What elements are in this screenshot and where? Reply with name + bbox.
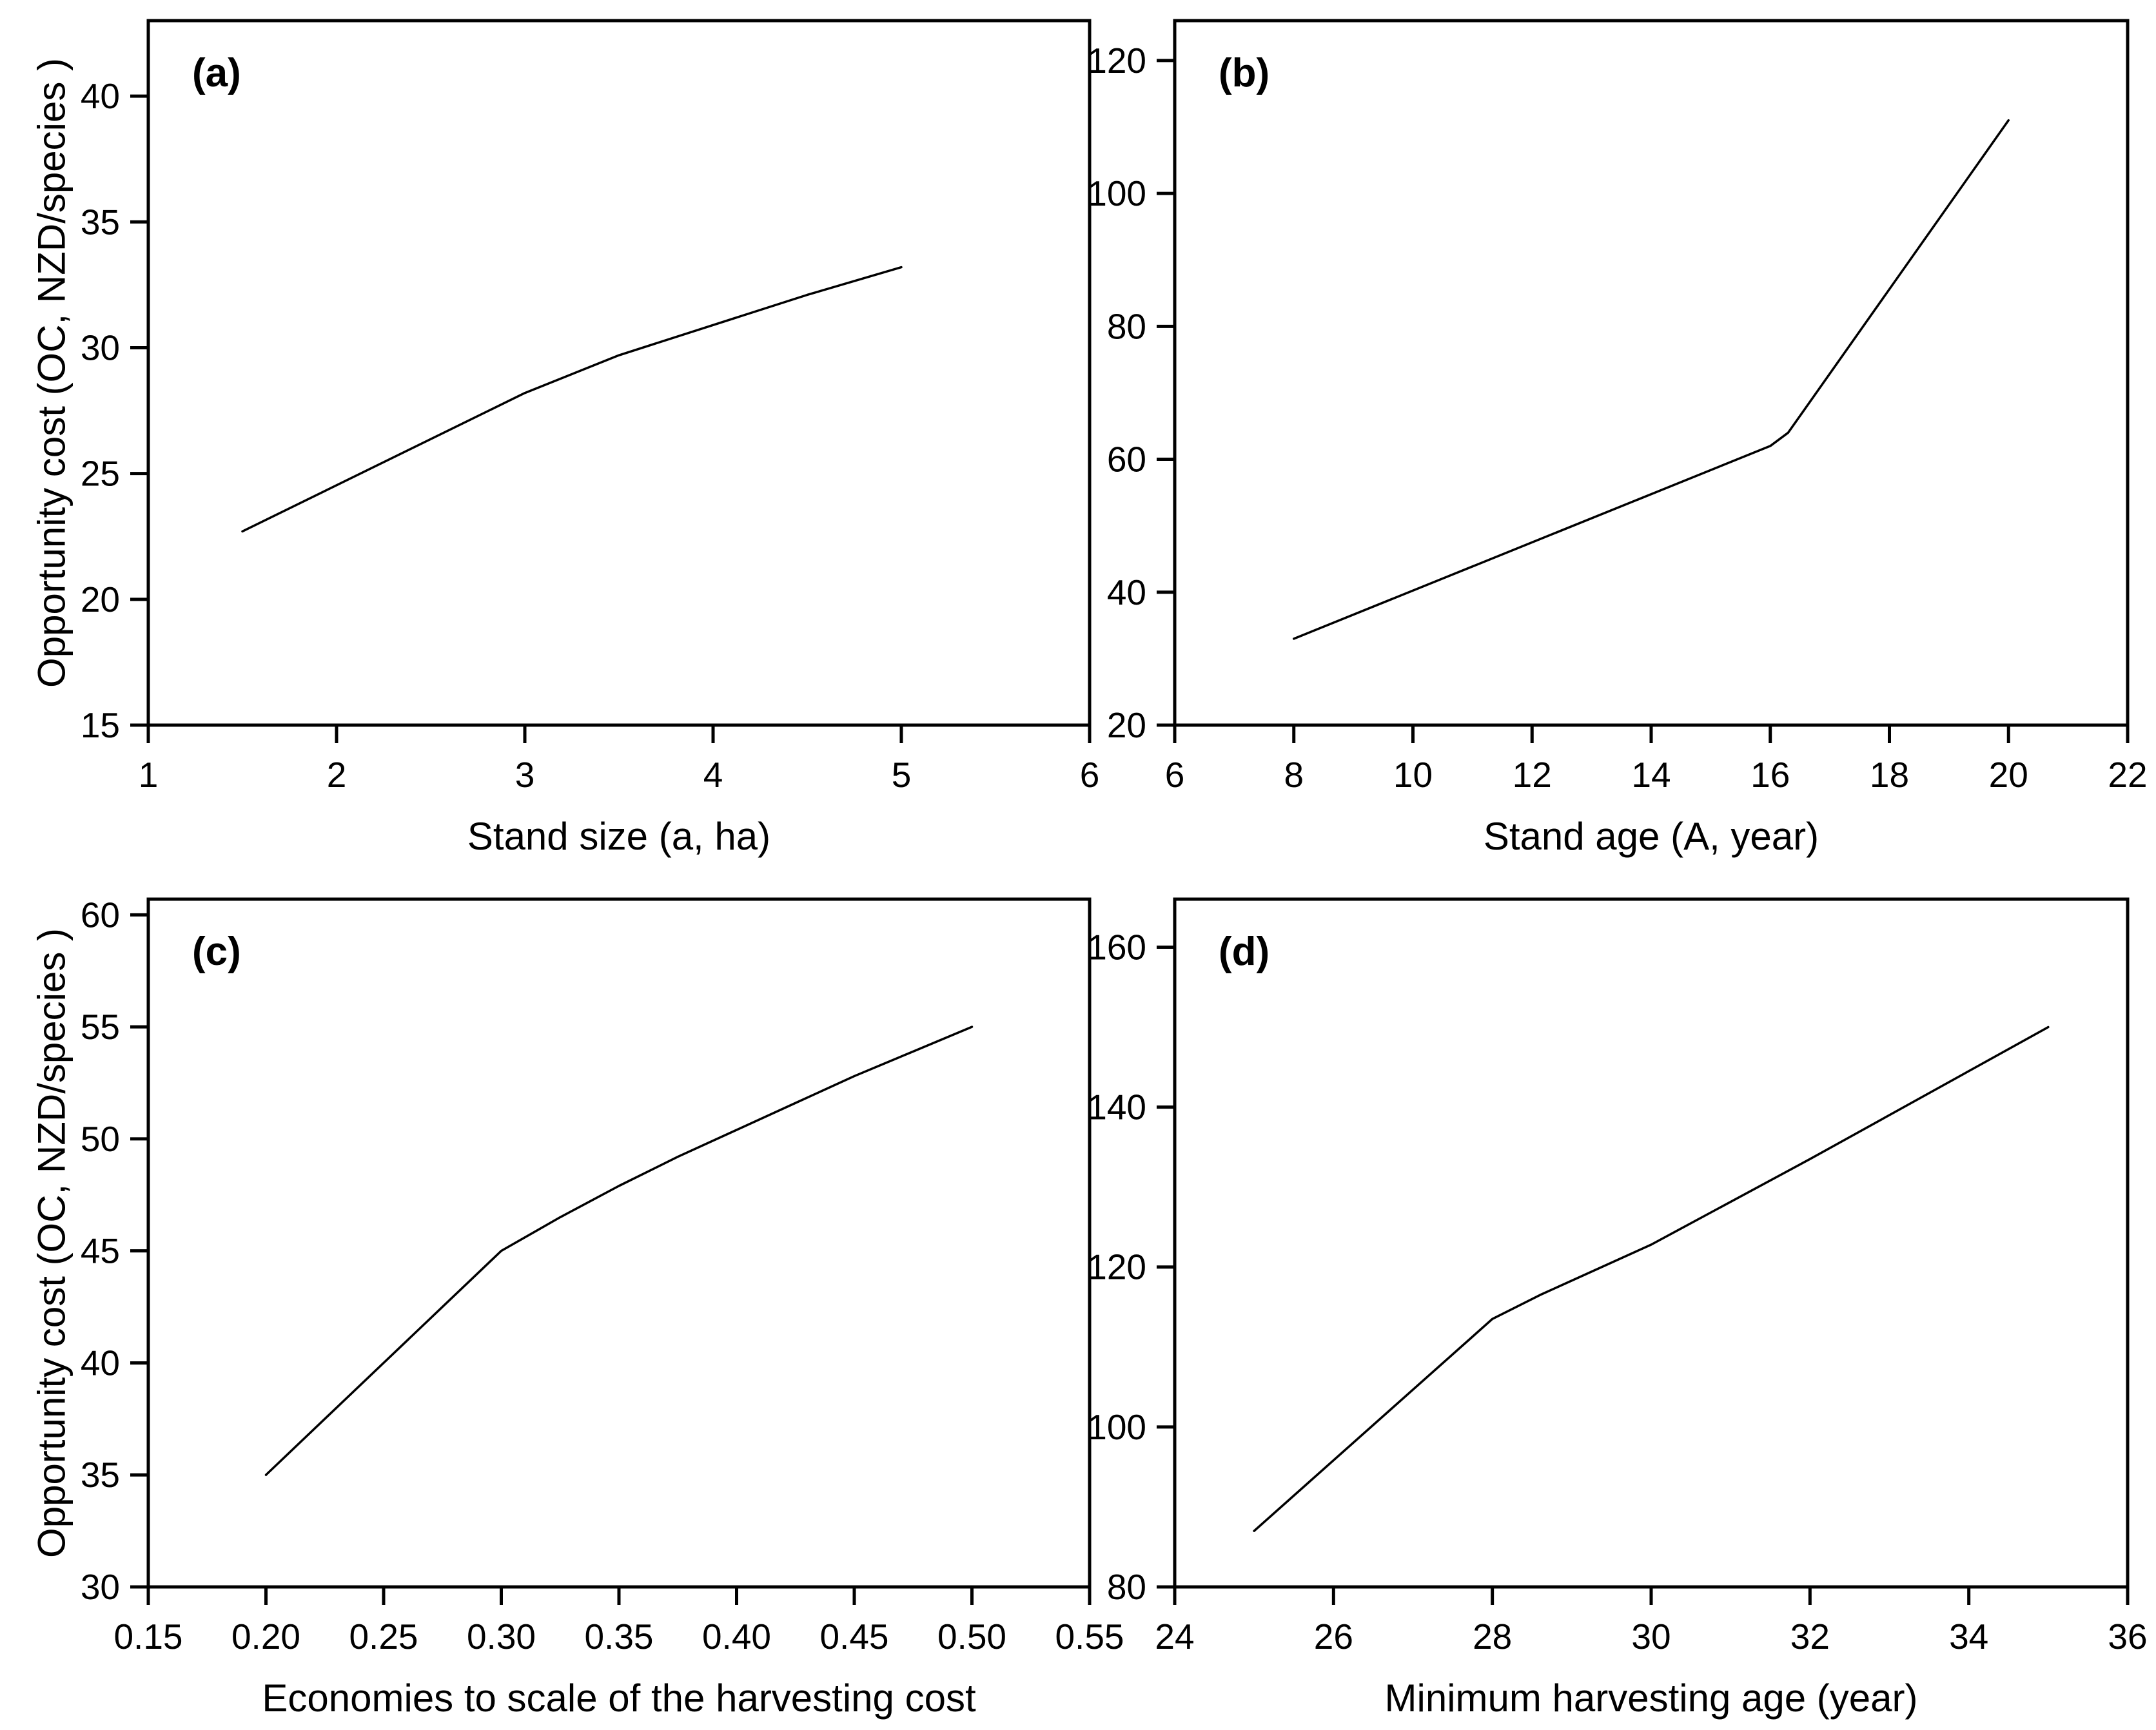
x-tick-label: 8 bbox=[1284, 755, 1304, 795]
panel-b: 6 8 10 12 14 16 18 20 22 20 40 60 80 100 120 Stand age … bbox=[1087, 19, 2148, 858]
x-tick-label: 26 bbox=[1314, 1617, 1353, 1657]
y-tick-label: 35 bbox=[81, 202, 120, 242]
panel-d: 24 26 28 30 32 34 36 80 100 120 140 160 Minimum harv… bbox=[1087, 897, 2148, 1720]
y-tick-label: 40 bbox=[81, 76, 120, 116]
panel-b-frame bbox=[1173, 19, 2130, 727]
x-tick-label: 24 bbox=[1155, 1617, 1194, 1657]
y-tick-label: 40 bbox=[81, 1343, 120, 1383]
data-line-opportunity_cost_vs_stand_age bbox=[1293, 119, 2010, 640]
x-tick-label: 32 bbox=[1790, 1617, 1830, 1657]
y-tick-label: 45 bbox=[81, 1231, 120, 1271]
x-tick-label: 30 bbox=[1631, 1617, 1671, 1657]
y-tick-label: 120 bbox=[1087, 41, 1146, 81]
x-axis-title: Economies to scale of the harvesting cos… bbox=[262, 1677, 976, 1720]
panel-label-b: (b) bbox=[1219, 51, 1269, 95]
y-tick-label: 50 bbox=[81, 1119, 120, 1159]
y-tick-label: 20 bbox=[81, 579, 120, 619]
panel-d-frame bbox=[1173, 897, 2130, 1589]
y-tick-label: 35 bbox=[81, 1455, 120, 1495]
y-tick-label: 25 bbox=[81, 454, 120, 494]
panel-label-c: (c) bbox=[192, 929, 241, 974]
panel-a-frame bbox=[146, 19, 1092, 727]
x-tick-label: 0.15 bbox=[113, 1617, 182, 1657]
x-tick-label: 0.35 bbox=[584, 1617, 653, 1657]
panel-label-a: (a) bbox=[192, 51, 241, 95]
panel-c-frame bbox=[146, 897, 1092, 1589]
y-tick-label: 20 bbox=[1107, 705, 1146, 745]
x-tick-label: 2 bbox=[327, 755, 347, 795]
data-line-opportunity_cost_vs_min_harvesting_age bbox=[1253, 1025, 2050, 1532]
y-tick-label: 30 bbox=[81, 1567, 120, 1607]
x-tick-label: 16 bbox=[1750, 755, 1790, 795]
x-tick-label: 0.30 bbox=[467, 1617, 536, 1657]
x-tick-label: 0.45 bbox=[819, 1617, 888, 1657]
y-tick-label: 80 bbox=[1107, 306, 1146, 346]
y-tick-label: 160 bbox=[1087, 927, 1146, 967]
y-tick-label: 60 bbox=[1107, 440, 1146, 480]
x-tick-label: 1 bbox=[139, 755, 159, 795]
x-tick-label: 0.40 bbox=[702, 1617, 771, 1657]
panel-a: 1 2 3 4 5 6 15 20 25 30 35 40 Stand size (a, ha) Oppo… bbox=[30, 19, 1100, 858]
x-tick-label: 18 bbox=[1870, 755, 1909, 795]
x-tick-label: 28 bbox=[1473, 1617, 1512, 1657]
y-tick-label: 100 bbox=[1087, 1407, 1146, 1447]
y-tick-label: 15 bbox=[81, 705, 120, 745]
x-tick-label: 0.20 bbox=[231, 1617, 300, 1657]
x-tick-label: 4 bbox=[703, 755, 723, 795]
data-line-opportunity_cost_vs_economies_to_scale bbox=[264, 1025, 974, 1476]
panel-label-d: (d) bbox=[1219, 929, 1269, 974]
y-tick-label: 120 bbox=[1087, 1247, 1146, 1287]
y-tick-label: 30 bbox=[81, 327, 120, 367]
x-tick-label: 20 bbox=[1989, 755, 2028, 795]
x-tick-label: 6 bbox=[1165, 755, 1185, 795]
x-tick-label: 22 bbox=[2108, 755, 2147, 795]
y-tick-label: 140 bbox=[1087, 1087, 1146, 1127]
x-tick-label: 12 bbox=[1513, 755, 1552, 795]
x-axis-title: Stand size (a, ha) bbox=[467, 815, 770, 858]
x-tick-label: 6 bbox=[1080, 755, 1100, 795]
x-tick-label: 0.50 bbox=[937, 1617, 1006, 1657]
y-tick-label: 80 bbox=[1107, 1567, 1146, 1607]
y-axis-title: Opportunity cost (OC, NZD/species ) bbox=[30, 928, 74, 1558]
x-axis-title: Stand age (A, year) bbox=[1484, 815, 1819, 858]
data-line-opportunity_cost_vs_stand_size bbox=[241, 266, 903, 533]
y-tick-label: 60 bbox=[81, 895, 120, 935]
y-axis-title: Opportunity cost (OC, NZD/species ) bbox=[30, 58, 74, 688]
x-tick-label: 14 bbox=[1631, 755, 1671, 795]
y-tick-label: 100 bbox=[1087, 173, 1146, 213]
x-tick-label: 10 bbox=[1393, 755, 1433, 795]
x-tick-label: 34 bbox=[1949, 1617, 1988, 1657]
x-axis-title: Minimum harvesting age (year) bbox=[1385, 1677, 1918, 1720]
x-tick-label: 0.55 bbox=[1055, 1617, 1124, 1657]
panel-c: 0.15 0.20 0.25 0.30 0.35 0.40 0.45 0.50 0.55 30 35… bbox=[30, 895, 1124, 1720]
x-tick-label: 3 bbox=[515, 755, 535, 795]
x-tick-label: 0.25 bbox=[349, 1617, 418, 1657]
y-tick-label: 55 bbox=[81, 1007, 120, 1047]
x-tick-label: 5 bbox=[892, 755, 912, 795]
y-tick-label: 40 bbox=[1107, 572, 1146, 612]
x-tick-label: 36 bbox=[2108, 1617, 2147, 1657]
